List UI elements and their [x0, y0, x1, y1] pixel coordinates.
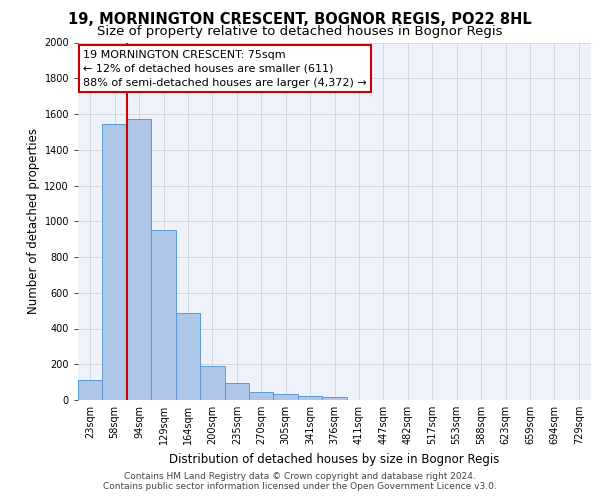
Bar: [298, 396, 322, 400]
Y-axis label: Number of detached properties: Number of detached properties: [27, 128, 40, 314]
Text: Contains HM Land Registry data © Crown copyright and database right 2024.: Contains HM Land Registry data © Crown c…: [124, 472, 476, 481]
Text: 19, MORNINGTON CRESCENT, BOGNOR REGIS, PO22 8HL: 19, MORNINGTON CRESCENT, BOGNOR REGIS, P…: [68, 12, 532, 28]
Bar: [78, 380, 103, 400]
Text: Contains public sector information licensed under the Open Government Licence v3: Contains public sector information licen…: [103, 482, 497, 491]
Bar: [274, 394, 298, 400]
Bar: [322, 398, 347, 400]
Bar: [103, 124, 127, 400]
Bar: [176, 313, 200, 400]
Bar: [224, 383, 249, 400]
Bar: [151, 230, 176, 400]
Text: 19 MORNINGTON CRESCENT: 75sqm
← 12% of detached houses are smaller (611)
88% of : 19 MORNINGTON CRESCENT: 75sqm ← 12% of d…: [83, 50, 367, 88]
Bar: [200, 366, 224, 400]
Bar: [127, 120, 151, 400]
Text: Size of property relative to detached houses in Bognor Regis: Size of property relative to detached ho…: [97, 25, 503, 38]
X-axis label: Distribution of detached houses by size in Bognor Regis: Distribution of detached houses by size …: [169, 452, 500, 466]
Bar: [249, 392, 274, 400]
